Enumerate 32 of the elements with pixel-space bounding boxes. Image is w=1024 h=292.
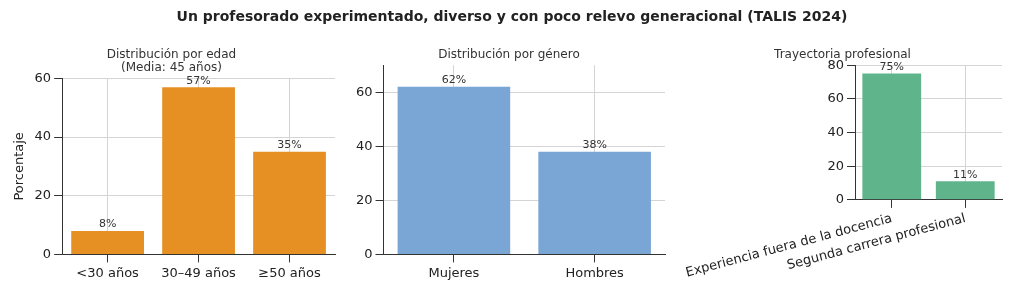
data-label: 62% bbox=[441, 73, 467, 87]
data-label: 75% bbox=[879, 59, 904, 73]
y-tick-label: 20 bbox=[356, 191, 373, 207]
y-tick-label: 20 bbox=[827, 157, 845, 173]
y-tick-label: 40 bbox=[34, 128, 52, 144]
text: Un profesorado experimentado, diverso y con poco relevo generacional (TALIS 2024) bbox=[175, 8, 849, 24]
y-tick-label: 0 bbox=[364, 245, 373, 261]
x-tick-label: Hombres bbox=[565, 264, 625, 280]
y-tick-label: 40 bbox=[827, 123, 845, 139]
bar bbox=[162, 87, 235, 254]
x-tick-label: <30 años bbox=[76, 264, 140, 280]
x-tick-label: ≥50 años bbox=[258, 264, 321, 280]
bar bbox=[253, 151, 326, 254]
y-tick-label: 60 bbox=[356, 83, 373, 99]
y-tick-label: 60 bbox=[34, 69, 52, 85]
data-label: 57% bbox=[186, 73, 211, 87]
x-tick-label: Mujeres bbox=[428, 264, 480, 280]
data-label: 8% bbox=[98, 217, 117, 231]
chart-subtitle: Trayectoria profesional bbox=[773, 46, 911, 61]
y-tick-label: 40 bbox=[356, 137, 373, 153]
x-tick-label: 30–49 años bbox=[161, 264, 237, 280]
y-tick-label: 20 bbox=[34, 187, 52, 203]
y-tick-label: 0 bbox=[42, 245, 52, 261]
chart-subtitle: Distribución por género bbox=[438, 46, 580, 61]
chart-subtitle: Distribución por edad (Media: 45 años) bbox=[106, 46, 237, 74]
y-tick-label: 0 bbox=[835, 191, 845, 207]
data-label: 38% bbox=[582, 138, 607, 152]
bar bbox=[71, 230, 144, 254]
y-axis-title: Porcentaje bbox=[11, 132, 27, 201]
y-tick-label: 60 bbox=[827, 90, 845, 106]
data-label: 11% bbox=[953, 167, 978, 181]
data-label: 35% bbox=[277, 138, 302, 152]
